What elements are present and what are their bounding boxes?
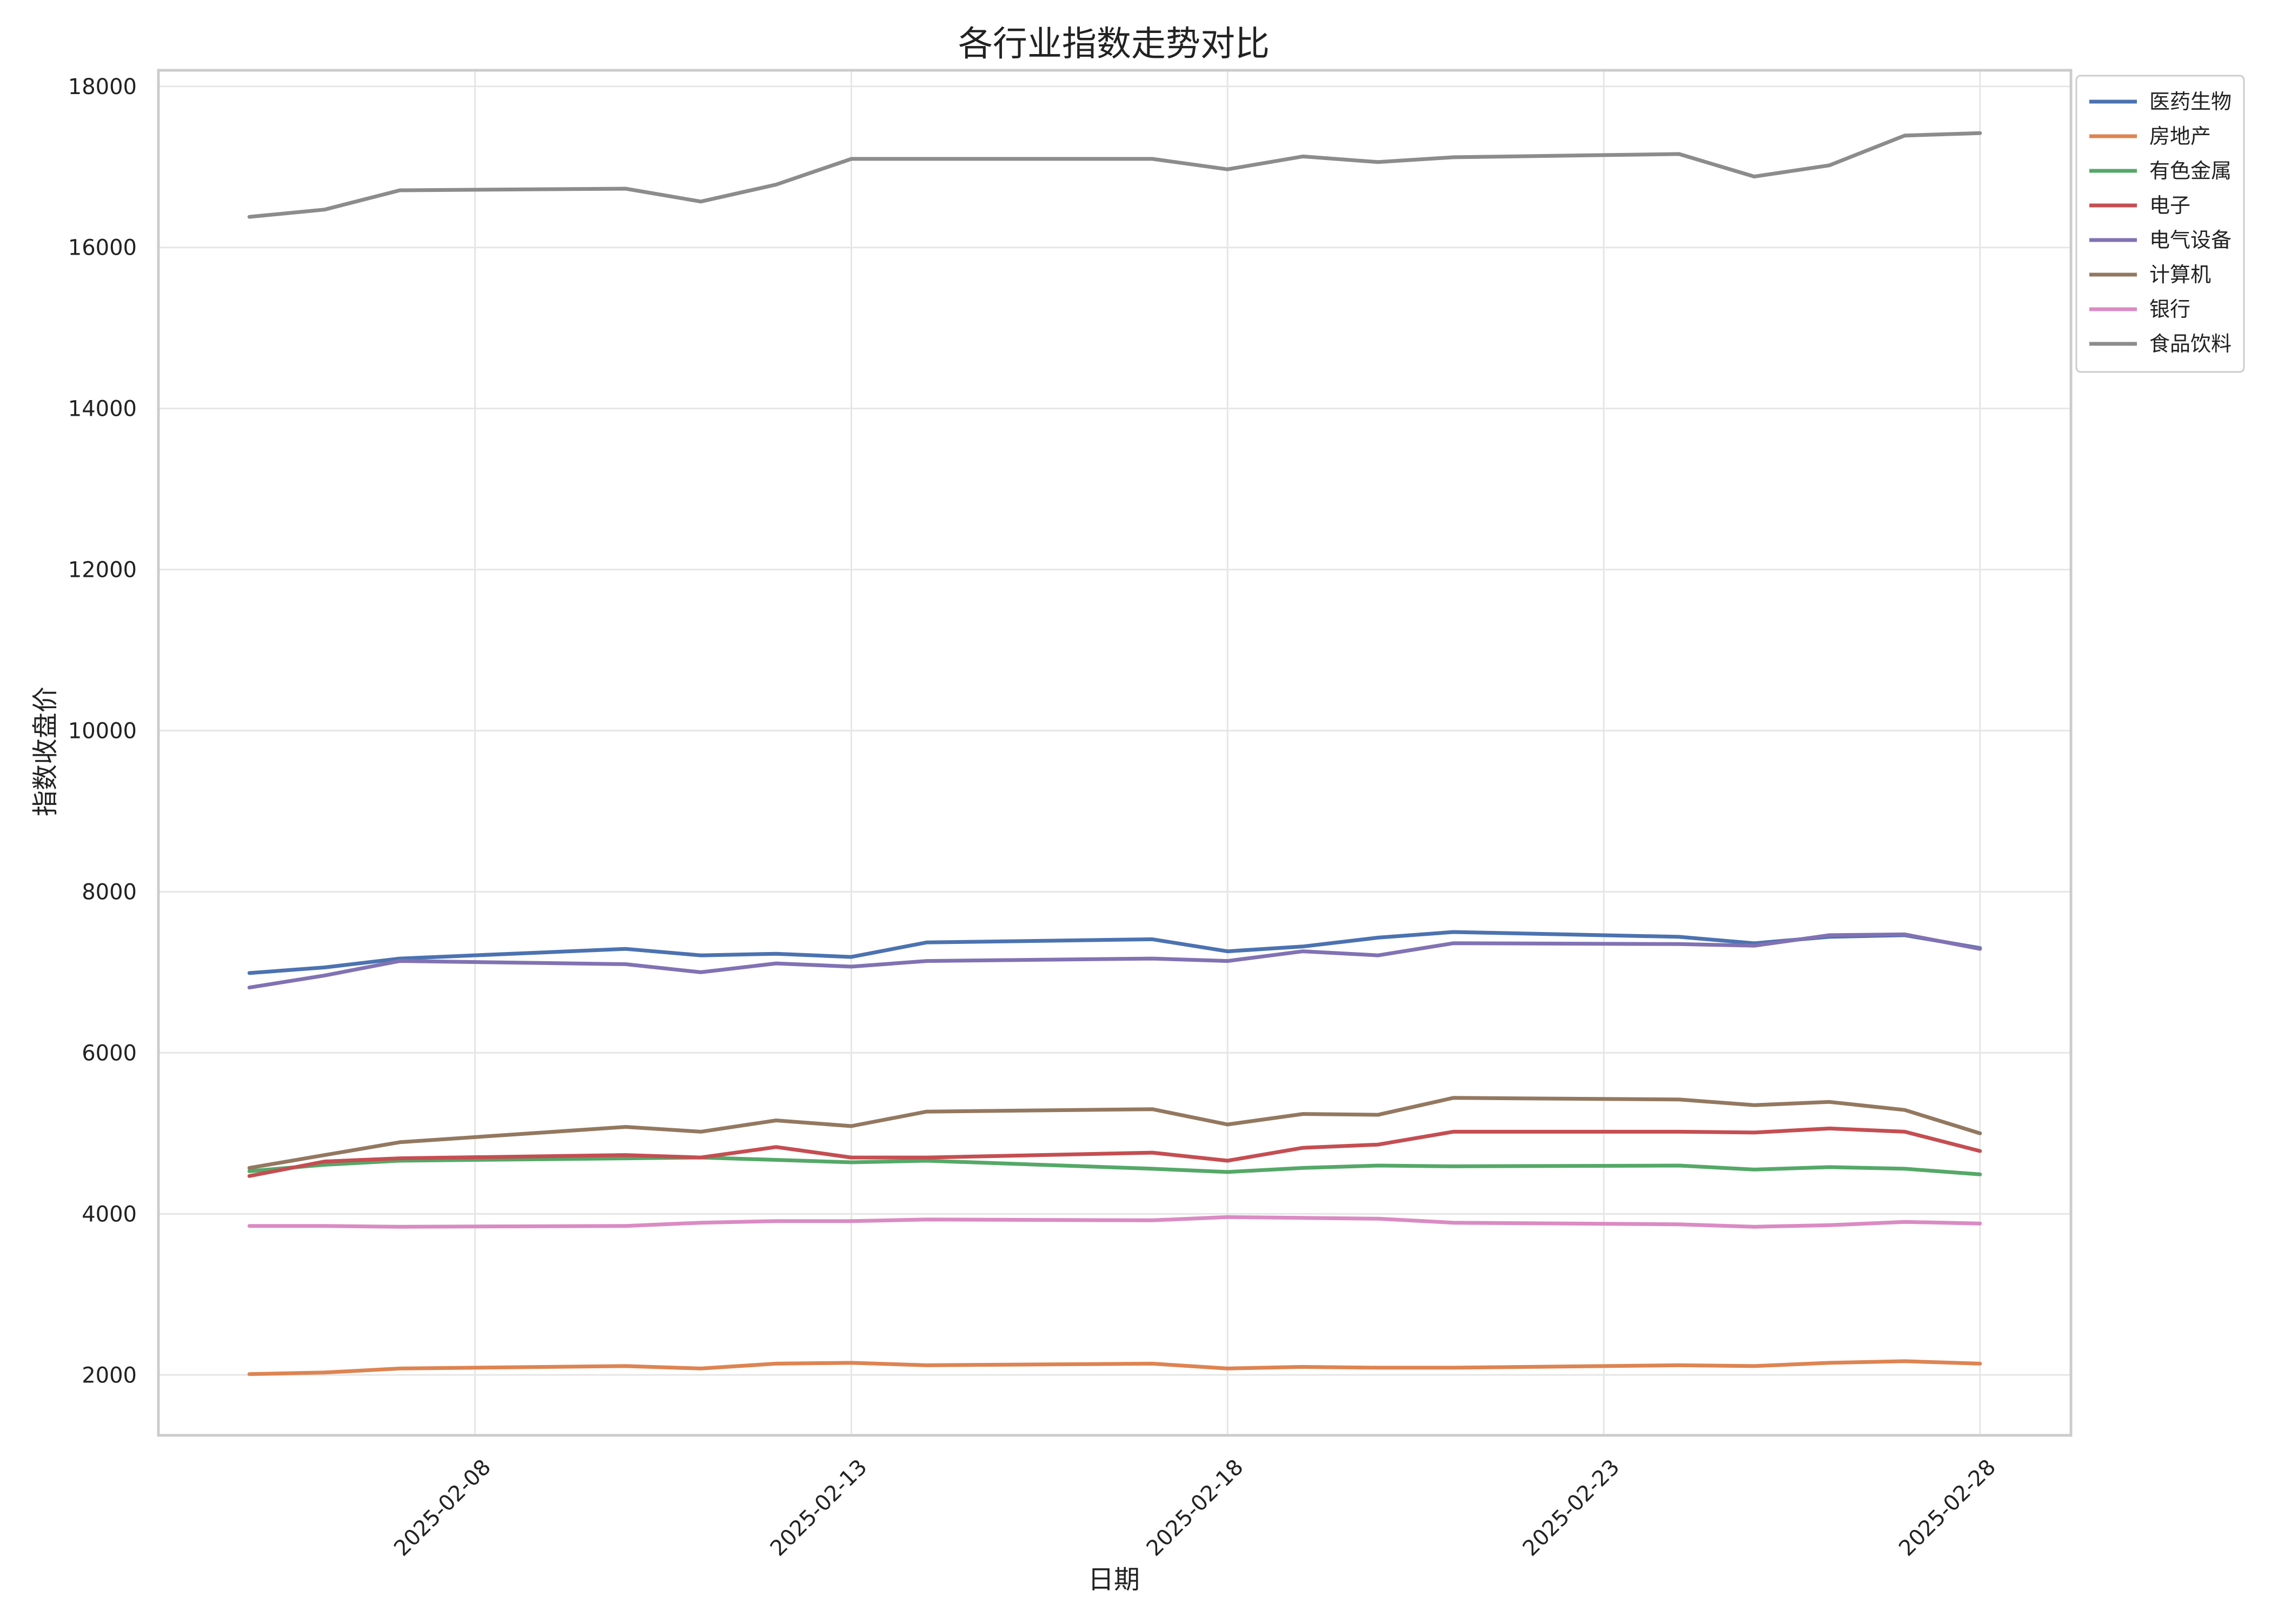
y-axis-title: 指数收盘价 [30,687,61,816]
series-line-2 [247,1359,1982,1376]
legend-label: 电气设备 [2149,228,2232,252]
series-line-6 [247,1096,1982,1170]
y-tick-label: 10000 [68,719,137,744]
legend-label: 房地产 [2149,124,2211,148]
legend-box [2075,75,2245,373]
y-tick-label: 8000 [82,880,137,904]
chart-title: 各行业指数走势对比 [958,24,1270,64]
y-tick-label: 6000 [82,1041,137,1066]
legend-label: 医药生物 [2149,90,2232,114]
y-tick-label: 12000 [68,558,137,583]
y-tick-label: 14000 [68,397,137,422]
y-axis-ticks: 2000 4000 6000 8000 10000 12000 14000 16000 1800… [68,75,137,1388]
plot-frame [157,69,2073,1437]
series-line-8 [247,131,1982,219]
series-lines [247,131,1982,1376]
series-line-3 [247,1155,1982,1176]
legend-label: 有色金属 [2149,159,2232,183]
y-tick-label: 2000 [82,1363,137,1388]
y-tick-label: 4000 [82,1202,137,1227]
y-tick-label: 16000 [68,236,137,261]
legend-label: 电子 [2149,194,2190,217]
legend-label: 银行 [2149,297,2190,321]
grid [158,70,2071,1435]
series-line-4 [247,1126,1982,1178]
series-line-7 [247,1215,1982,1229]
legend-label: 食品饮料 [2149,332,2232,356]
series-line-5 [247,932,1982,990]
x-axis-title: 日期 [1088,1565,1140,1595]
y-tick-label: 18000 [68,75,137,99]
legend-label: 计算机 [2149,263,2211,287]
